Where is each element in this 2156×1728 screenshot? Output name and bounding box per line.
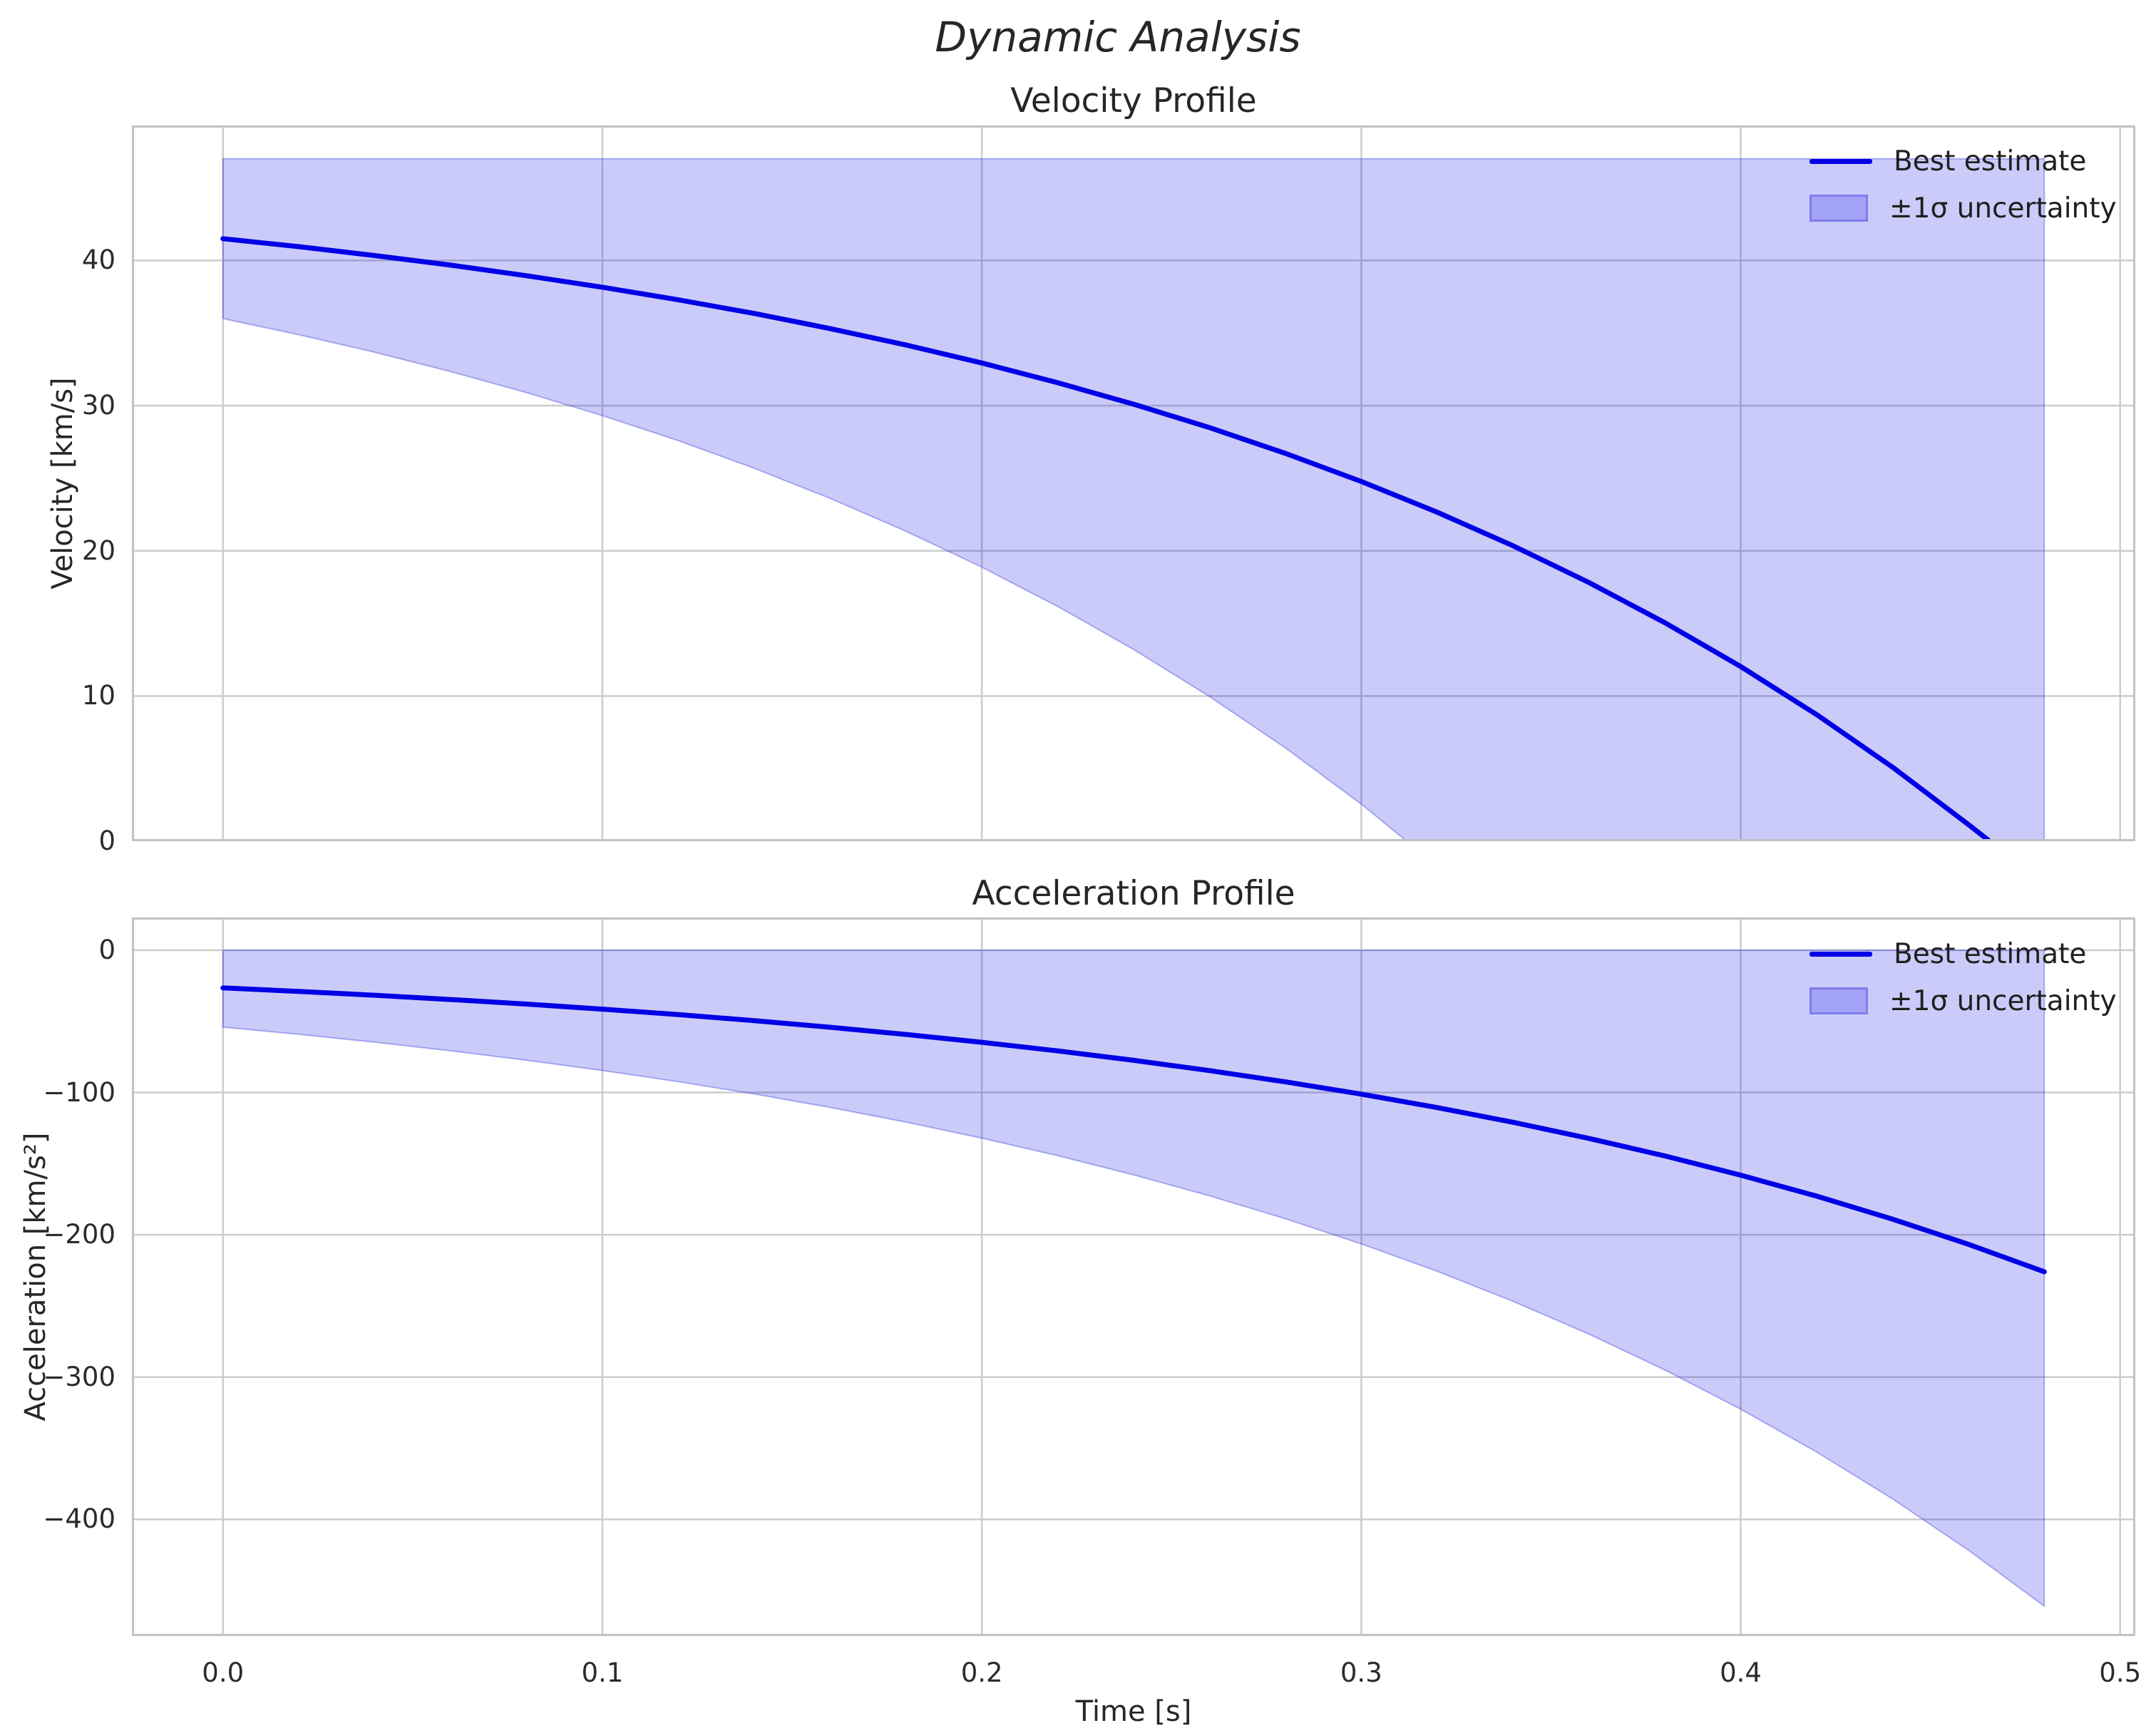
axes-frame	[132, 917, 2135, 1636]
y-tick-label: 20	[81, 535, 115, 566]
best-estimate-line	[220, 985, 2047, 1275]
x-tick-label: 0.3	[1340, 1657, 1382, 1688]
velocity-axes	[132, 125, 2135, 841]
uncertainty-band-swatch	[1809, 195, 1868, 222]
acceleration-legend: Best estimate ±1σ uncertainty	[1809, 935, 2117, 1019]
legend-label: ±1σ uncertainty	[1889, 192, 2117, 225]
y-tick-label: 0	[98, 826, 115, 856]
x-axis-label: Time [s]	[1075, 1695, 1192, 1728]
x-tick-label: 0.0	[202, 1657, 245, 1688]
legend-label: Best estimate	[1894, 145, 2087, 178]
legend-item-uncertainty: ±1σ uncertainty	[1809, 982, 2117, 1019]
y-tick-label: −100	[43, 1076, 115, 1108]
best-estimate-line-swatch	[1809, 951, 1872, 957]
y-tick-label: −300	[43, 1361, 115, 1392]
axes-frame	[132, 125, 2135, 841]
velocity-legend: Best estimate ±1σ uncertainty	[1809, 143, 2117, 227]
uncertainty-band-swatch	[1809, 987, 1868, 1014]
figure-suptitle: Dynamic Analysis	[935, 13, 1301, 61]
x-tick-label: 0.1	[581, 1657, 624, 1688]
y-tick-label: 40	[81, 245, 115, 276]
legend-label: Best estimate	[1894, 937, 2087, 970]
y-tick-label: 30	[81, 390, 115, 421]
x-tick-label: 0.2	[960, 1657, 1003, 1688]
y-tick-label: 10	[81, 680, 115, 711]
y-tick-label: 0	[98, 934, 115, 965]
best-estimate-line	[220, 236, 1993, 841]
legend-item-best-estimate: Best estimate	[1809, 143, 2117, 180]
acceleration-axes	[132, 917, 2135, 1636]
legend-item-best-estimate: Best estimate	[1809, 935, 2117, 972]
x-tick-label: 0.5	[2099, 1657, 2142, 1688]
uncertainty-band	[222, 158, 2045, 841]
y-tick-label: −400	[43, 1503, 115, 1535]
best-estimate-line-swatch	[1809, 158, 1872, 164]
velocity-plot-title: Velocity Profile	[1010, 81, 1257, 120]
uncertainty-band	[222, 949, 2045, 1607]
acceleration-plot-title: Acceleration Profile	[972, 874, 1295, 913]
y-tick-label: −200	[43, 1219, 115, 1250]
legend-label: ±1σ uncertainty	[1889, 984, 2117, 1017]
legend-item-uncertainty: ±1σ uncertainty	[1809, 190, 2117, 227]
x-tick-label: 0.4	[1720, 1657, 1762, 1688]
